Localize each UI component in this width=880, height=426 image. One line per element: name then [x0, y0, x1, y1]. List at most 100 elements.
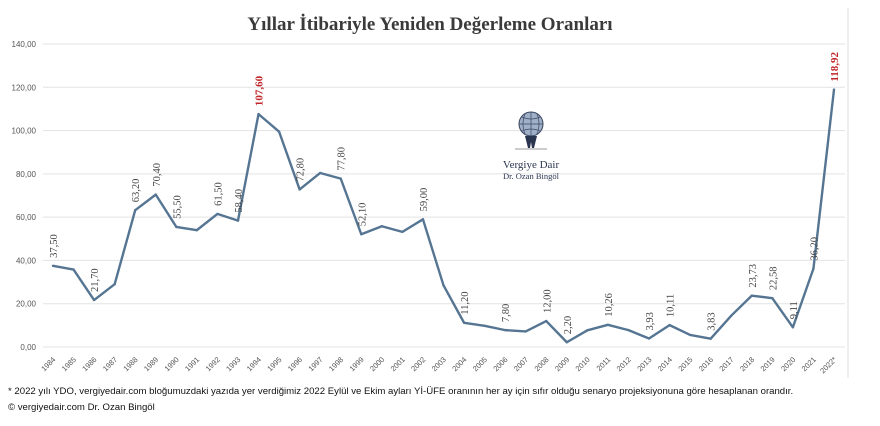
data-point	[730, 314, 733, 317]
x-tick-label: 2003	[430, 355, 448, 373]
data-point	[442, 284, 445, 287]
data-point	[812, 267, 815, 270]
y-tick-label: 120,00	[12, 83, 37, 92]
x-tick-label: 1996	[286, 355, 304, 373]
data-label: 55,50	[172, 195, 183, 219]
series-line	[52, 89, 836, 344]
data-point	[750, 294, 753, 297]
x-tick-label: 2010	[574, 355, 592, 373]
data-point	[606, 323, 610, 326]
x-tick-label: 2007	[512, 355, 530, 373]
x-tick-label: 1989	[142, 355, 160, 373]
data-point	[257, 112, 260, 116]
y-tick-label: 140,00	[12, 40, 37, 49]
x-tick-label: 2005	[471, 355, 489, 373]
x-tick-label: 2006	[491, 355, 509, 373]
data-label: 22,58	[768, 267, 779, 291]
data-point	[688, 333, 692, 337]
data-point	[832, 88, 836, 91]
x-tick-label: 2013	[635, 355, 653, 373]
data-point	[647, 337, 651, 340]
line-chart: 0,00 20,00 40,00 60,00 80,00 100,00 120,00 140,…	[12, 8, 849, 378]
x-tick-label: 2001	[389, 355, 407, 373]
data-point	[92, 298, 96, 302]
data-label: 58,40	[234, 189, 245, 213]
data-label: 118,92	[829, 51, 841, 81]
data-label: 77,80	[337, 147, 348, 171]
data-point	[462, 321, 466, 324]
data-point	[360, 233, 363, 236]
data-point	[298, 188, 301, 191]
data-point	[401, 230, 404, 234]
x-tick-label: 2011	[595, 355, 613, 373]
data-label: 61,50	[213, 182, 224, 206]
x-tick-label: 1990	[163, 355, 181, 373]
data-label: 21,70	[90, 268, 101, 292]
data-point	[113, 283, 116, 286]
y-tick-label: 40,00	[16, 256, 37, 265]
x-tick-label: 1991	[183, 355, 201, 373]
data-point	[154, 193, 157, 196]
logo-line1: Vergiye Dair	[502, 159, 560, 171]
data-point	[565, 341, 569, 344]
data-point	[524, 330, 527, 333]
x-tick-label: 1984	[39, 355, 57, 373]
x-tick-label: 1999	[348, 355, 366, 373]
data-label: 52,10	[357, 203, 368, 227]
data-label: 9,11	[789, 301, 800, 319]
x-tick-label: 1985	[60, 355, 78, 373]
data-point	[175, 225, 178, 229]
data-label: 3,93	[645, 312, 656, 330]
data-point	[72, 268, 75, 271]
data-point	[421, 218, 425, 221]
x-tick-label: 2014	[656, 355, 674, 373]
x-tick-label: 1986	[80, 355, 98, 373]
data-label: 10,26	[604, 293, 615, 317]
globe-atlas-icon	[515, 111, 547, 150]
x-tick-label: 1993	[224, 355, 242, 373]
x-tick-label: 2009	[553, 355, 571, 373]
data-point	[134, 209, 137, 212]
data-point	[668, 323, 671, 327]
x-tick-label: 2022*	[818, 355, 838, 375]
x-tick-label: 2015	[676, 355, 694, 373]
data-point	[339, 177, 342, 180]
y-tick-label: 100,00	[12, 127, 37, 136]
data-point	[380, 225, 384, 228]
data-point	[627, 328, 630, 332]
data-label: 7,80	[501, 304, 512, 322]
data-label: 37,50	[49, 234, 60, 258]
data-point	[586, 329, 589, 332]
data-point	[277, 130, 281, 133]
data-point	[236, 219, 240, 222]
x-tick-label: 2016	[697, 355, 715, 373]
data-label: 63,20	[131, 179, 142, 203]
x-tick-label: 1987	[101, 355, 119, 373]
data-label: 11,20	[460, 292, 471, 315]
y-tick-label: 0,00	[20, 343, 36, 352]
data-label: 107,60	[254, 75, 266, 106]
x-tick-label: 2021	[800, 355, 818, 373]
data-point	[195, 228, 199, 232]
footnote: * 2022 yılı YDO, vergiyedair.com bloğumu…	[8, 386, 794, 397]
data-point	[709, 337, 712, 340]
data-point	[318, 171, 322, 175]
data-point	[791, 326, 795, 329]
x-tick-label: 1994	[245, 355, 263, 373]
x-tick-label: 2020	[779, 355, 797, 373]
x-tick-label: 2012	[615, 355, 633, 373]
data-point	[483, 324, 486, 327]
data-label: 23,73	[748, 264, 759, 288]
data-label: 3,83	[707, 312, 718, 330]
x-tick-label: 2017	[717, 355, 735, 373]
logo-line2: Dr. Ozan Bingöl	[503, 171, 559, 181]
x-tick-label: 1997	[306, 355, 324, 373]
y-tick-label: 20,00	[16, 300, 37, 309]
x-tick-label: 2000	[368, 355, 386, 373]
data-label: 70,40	[152, 163, 163, 187]
y-tick-label: 80,00	[16, 170, 37, 179]
data-point	[503, 328, 507, 332]
data-label: 12,00	[542, 289, 553, 313]
data-label: 2,20	[563, 316, 574, 334]
